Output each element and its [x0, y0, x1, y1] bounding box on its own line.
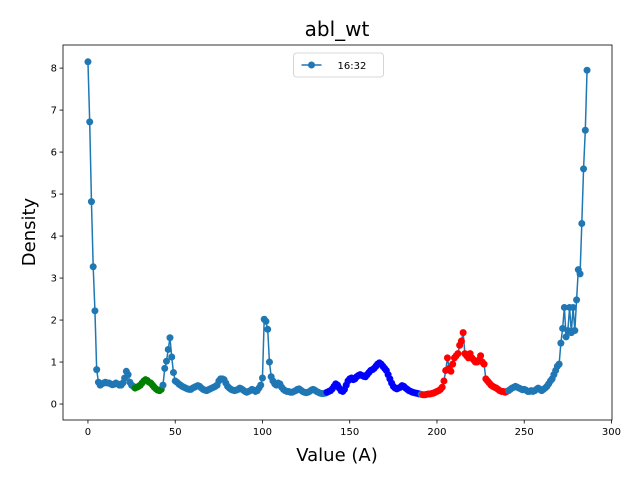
y-tick-label: 6 [51, 148, 57, 159]
legend-box [293, 52, 384, 78]
y-tick-label: 0 [51, 400, 57, 411]
data-point [449, 360, 457, 368]
y-tick-label: 1 [51, 358, 57, 369]
data-point [454, 350, 462, 358]
data-point [262, 317, 270, 325]
data-point [581, 126, 589, 134]
data-point [258, 374, 266, 382]
y-axis-label: Density [19, 197, 40, 266]
data-point [168, 353, 176, 361]
data-point [576, 270, 584, 278]
data-point [86, 118, 94, 126]
data-point [169, 369, 177, 377]
data-point [166, 334, 174, 342]
data-point [457, 337, 465, 345]
y-tick-label: 8 [51, 64, 57, 75]
chart-title: abl_wt [305, 17, 370, 41]
x-axis-label: Value (A) [296, 445, 378, 466]
legend: 16:32 [293, 52, 384, 78]
data-point [459, 329, 467, 337]
legend-marker [308, 61, 315, 69]
x-tick-label: 50 [169, 427, 182, 438]
x-tick-label: 150 [340, 427, 359, 438]
data-point [555, 360, 563, 368]
data-point [84, 58, 92, 66]
data-point [159, 381, 167, 389]
data-point [557, 339, 565, 347]
data-point [583, 66, 591, 74]
data-point [164, 345, 172, 353]
data-point [573, 296, 581, 304]
x-tick-label: 0 [85, 427, 91, 438]
plot-frame [62, 44, 613, 421]
data-point [93, 366, 101, 374]
legend-label: 16:32 [338, 61, 367, 72]
data-point [560, 303, 568, 311]
x-tick-label: 300 [602, 427, 621, 438]
y-tick-label: 2 [51, 316, 57, 327]
data-point [264, 325, 272, 333]
x-tick-label: 100 [253, 427, 272, 438]
data-point [580, 165, 588, 173]
data-point [124, 371, 132, 379]
data-point [562, 333, 570, 341]
data-point [438, 383, 446, 391]
data-point [477, 352, 485, 360]
data-point [91, 307, 99, 315]
y-tick-label: 3 [51, 274, 57, 285]
data-point [443, 354, 451, 362]
data-point [257, 381, 265, 389]
data-point [161, 364, 169, 372]
y-tick-label: 7 [51, 106, 57, 117]
data-point [447, 367, 455, 375]
x-tick-label: 250 [515, 427, 534, 438]
x-tick-label: 200 [427, 427, 446, 438]
y-tick-label: 5 [51, 190, 57, 201]
data-point [440, 377, 448, 385]
data-point [569, 303, 577, 311]
data-point [571, 327, 579, 335]
data-point [480, 360, 488, 368]
data-point [89, 263, 97, 271]
y-tick-label: 4 [51, 232, 57, 243]
data-point [87, 198, 95, 206]
data-point [578, 219, 586, 227]
data-point [162, 357, 170, 365]
data-point [559, 324, 567, 332]
data-point [265, 358, 273, 366]
